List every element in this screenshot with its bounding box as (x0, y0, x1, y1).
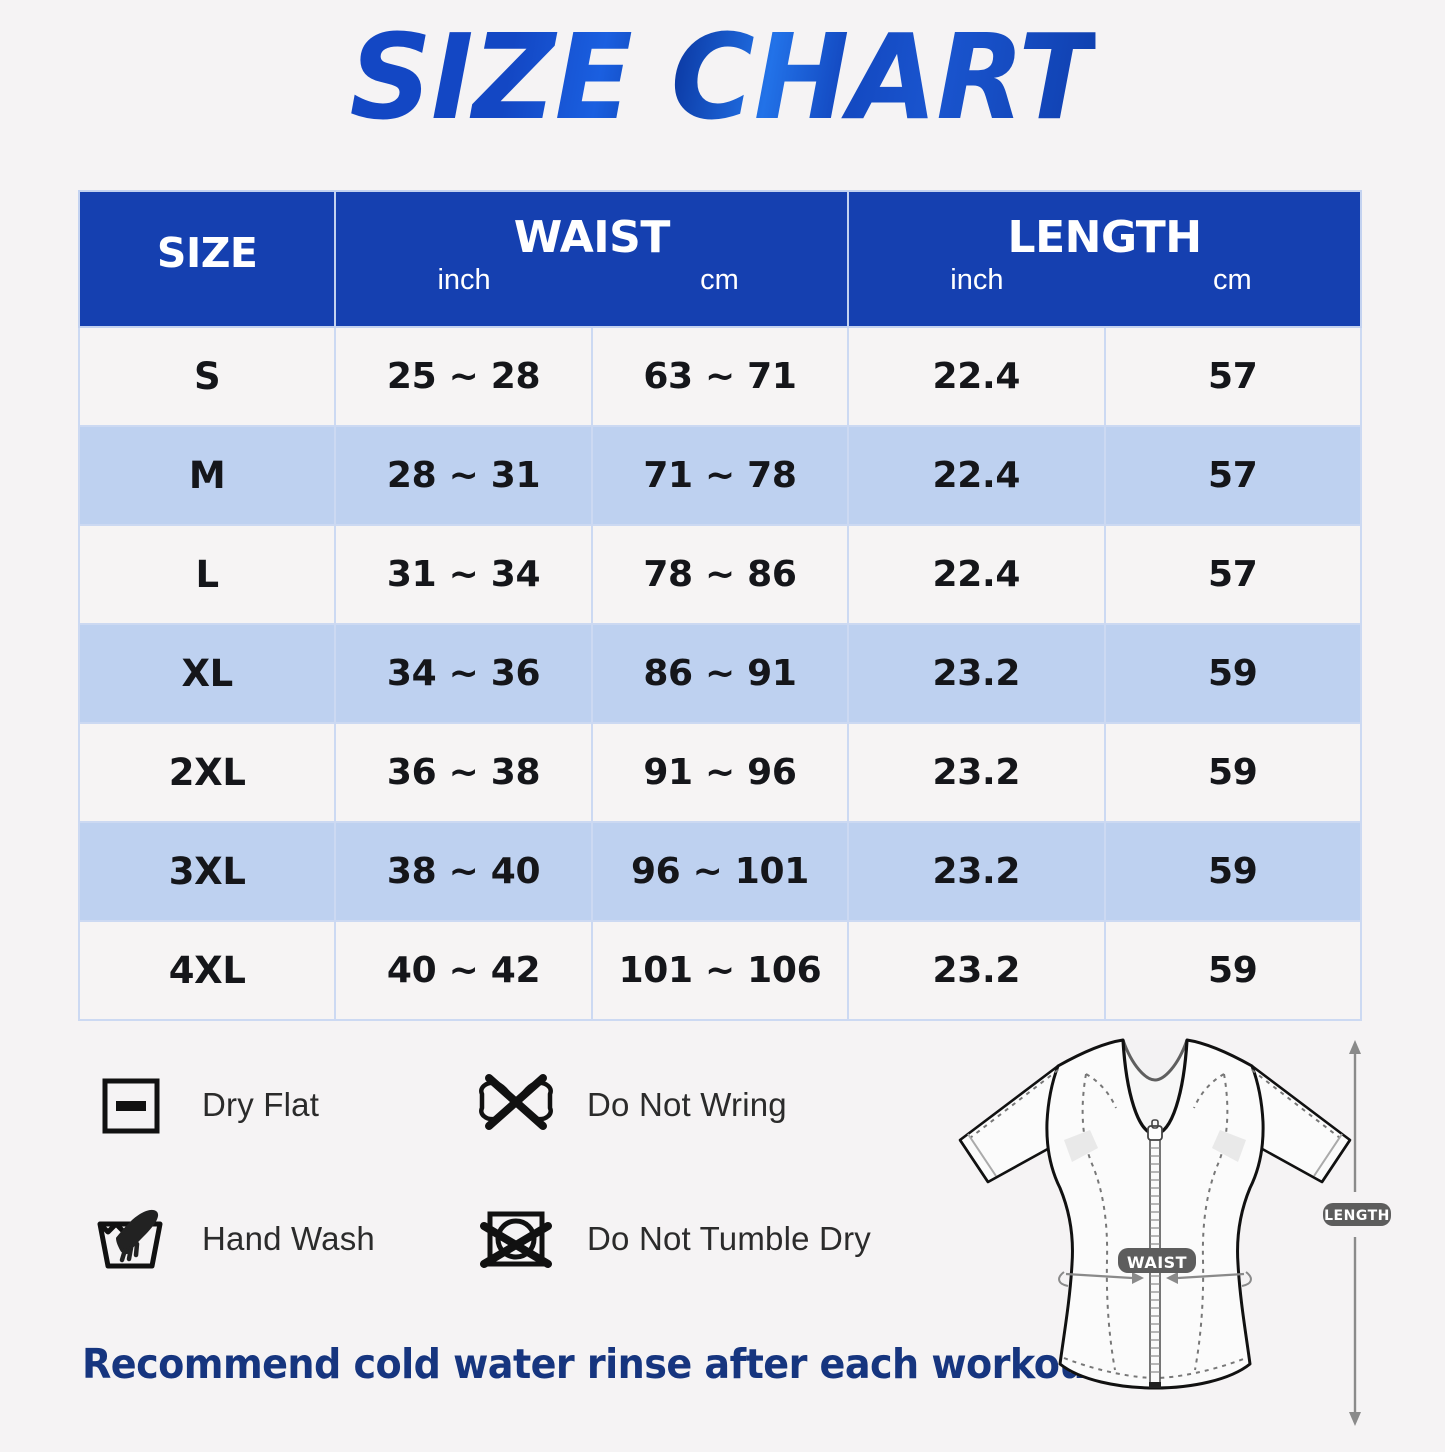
page-title-container: SIZE CHART (0, 18, 1445, 136)
hand-wash-icon (88, 1196, 174, 1282)
cell-waist_inch: 28 ~ 31 (334, 425, 593, 526)
header-group-length: LENGTH inch cm (849, 216, 1360, 295)
table-row: L 31 ~ 34 78 ~ 86 22.4 57 (77, 524, 1363, 625)
cell-waist_inch: 25 ~ 28 (334, 326, 593, 427)
care-row-1: Dry Flat Do Not Wring (88, 1062, 948, 1148)
header-label-length: LENGTH (1007, 212, 1203, 263)
garment-diagram (940, 1022, 1440, 1447)
header-cell-size: SIZE (77, 190, 337, 328)
table-row: M 28 ~ 31 71 ~ 78 22.4 57 (77, 425, 1363, 526)
care-label-do-not-tumble-dry: Do Not Tumble Dry (587, 1220, 871, 1257)
cell-length_cm: 59 (1103, 623, 1363, 724)
cell-waist_cm: 63 ~ 71 (590, 326, 850, 427)
length-measure-badge: LENGTH (1323, 1203, 1391, 1226)
table-row: S 25 ~ 28 63 ~ 71 22.4 57 (77, 326, 1363, 427)
cell-length_cm: 59 (1103, 821, 1363, 922)
header-subs-length: inch cm (849, 266, 1360, 295)
table-header-row: SIZE WAIST inch cm LENGTH inch cm (77, 190, 1362, 328)
cell-length_cm: 57 (1103, 425, 1363, 526)
cell-length_cm: 57 (1103, 326, 1363, 427)
cell-waist_inch: 36 ~ 38 (334, 722, 593, 823)
table-row: 4XL 40 ~ 42 101 ~ 106 23.2 59 (77, 920, 1363, 1021)
garment-illustration (958, 1038, 1361, 1426)
cell-size: 3XL (77, 821, 337, 922)
cell-waist_cm: 101 ~ 106 (590, 920, 850, 1021)
waist-measure-badge: WAIST (1118, 1248, 1196, 1273)
cell-length_inch: 23.2 (847, 623, 1106, 724)
cell-size: XL (77, 623, 337, 724)
cell-length_inch: 23.2 (847, 722, 1106, 823)
dry-flat-icon (88, 1062, 174, 1148)
cell-length_inch: 22.4 (847, 326, 1106, 427)
table-row: 2XL 36 ~ 38 91 ~ 96 23.2 59 (77, 722, 1363, 823)
cell-waist_cm: 78 ~ 86 (590, 524, 850, 625)
table-body: S 25 ~ 28 63 ~ 71 22.4 57 M 28 ~ 31 71 ~ 78 22.4… (77, 326, 1363, 1021)
page-title: SIZE CHART (349, 8, 1097, 146)
header-subs-waist: inch cm (336, 266, 847, 295)
cell-size: S (77, 326, 337, 427)
cell-length_inch: 23.2 (847, 920, 1106, 1021)
header-sub-waist-cm: cm (700, 264, 739, 296)
header-cell-length: LENGTH inch cm (847, 190, 1362, 328)
header-group-waist: WAIST inch cm (336, 216, 847, 295)
cell-waist_inch: 40 ~ 42 (334, 920, 593, 1021)
do-not-wring-icon (473, 1062, 559, 1148)
care-label-dry-flat: Dry Flat (202, 1086, 320, 1123)
table-header: SIZE WAIST inch cm LENGTH inch cm (77, 190, 1362, 328)
cell-waist_cm: 96 ~ 101 (590, 821, 850, 922)
header-sub-waist-inch: inch (437, 264, 491, 296)
cell-length_inch: 22.4 (847, 425, 1106, 526)
cell-waist_cm: 71 ~ 78 (590, 425, 850, 526)
cell-waist_inch: 38 ~ 40 (334, 821, 593, 922)
cell-size: 4XL (77, 920, 337, 1021)
cell-length_inch: 22.4 (847, 524, 1106, 625)
cell-length_inch: 23.2 (847, 821, 1106, 922)
care-label-hand-wash: Hand Wash (202, 1220, 375, 1257)
cell-waist_cm: 86 ~ 91 (590, 623, 850, 724)
table-row: 3XL 38 ~ 40 96 ~ 101 23.2 59 (77, 821, 1363, 922)
care-instructions: Dry Flat Do Not Wring (88, 1062, 948, 1330)
cell-length_cm: 57 (1103, 524, 1363, 625)
header-cell-waist: WAIST inch cm (334, 190, 850, 328)
care-label-do-not-wring: Do Not Wring (587, 1086, 787, 1123)
care-item-do-not-wring: Do Not Wring (473, 1062, 858, 1148)
cell-length_cm: 59 (1103, 920, 1363, 1021)
cell-size: M (77, 425, 337, 526)
cell-waist_inch: 31 ~ 34 (334, 524, 593, 625)
header-label-waist: WAIST (513, 212, 671, 263)
footnote-text: Recommend cold water rinse after each wo… (82, 1340, 1118, 1388)
cell-size: L (77, 524, 337, 625)
header-label-size: SIZE (156, 228, 258, 277)
header-sub-length-inch: inch (950, 264, 1004, 296)
cell-waist_inch: 34 ~ 36 (334, 623, 593, 724)
size-chart-table: SIZE WAIST inch cm LENGTH inch cm (77, 190, 1363, 1021)
care-item-dry-flat: Dry Flat (88, 1062, 473, 1148)
care-item-hand-wash: Hand Wash (88, 1196, 473, 1282)
table-row: XL 34 ~ 36 86 ~ 91 23.2 59 (77, 623, 1363, 724)
cell-waist_cm: 91 ~ 96 (590, 722, 850, 823)
care-item-do-not-tumble-dry: Do Not Tumble Dry (473, 1196, 871, 1282)
care-row-2: Hand Wash Do Not Tumble Dry (88, 1196, 948, 1282)
cell-size: 2XL (77, 722, 337, 823)
cell-length_cm: 59 (1103, 722, 1363, 823)
header-sub-length-cm: cm (1212, 264, 1252, 296)
do-not-tumble-dry-icon (473, 1196, 559, 1282)
